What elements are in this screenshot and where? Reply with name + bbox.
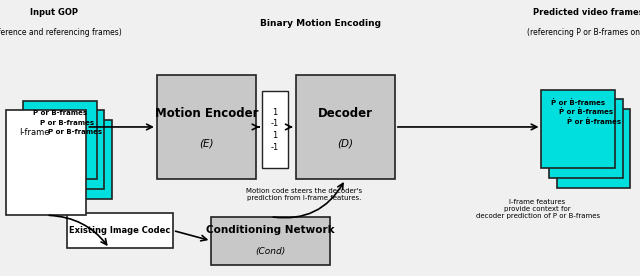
Text: (reference and referencing frames): (reference and referencing frames) xyxy=(0,28,122,37)
Text: Ṗ or Ḃ-frames: Ṗ or Ḃ-frames xyxy=(551,99,605,106)
Text: P or B-frames: P or B-frames xyxy=(48,129,102,136)
Text: Motion Encoder: Motion Encoder xyxy=(155,107,258,120)
Text: Decoder: Decoder xyxy=(318,107,372,120)
Text: I-frame: I-frame xyxy=(19,128,50,137)
Text: Motion code steers the decoder's
prediction from I-frame features.: Motion code steers the decoder's predict… xyxy=(246,188,362,201)
Bar xyxy=(211,217,330,265)
Text: (Cond): (Cond) xyxy=(255,247,285,256)
Text: I-frame features
provide context for
decoder prediction of P or B-frames: I-frame features provide context for dec… xyxy=(476,199,600,219)
Text: Input GOP: Input GOP xyxy=(31,8,79,17)
Text: (referencing P or B-frames only): (referencing P or B-frames only) xyxy=(527,28,640,37)
Bar xyxy=(6,110,86,215)
Bar xyxy=(541,90,615,168)
Text: Conditioning Network: Conditioning Network xyxy=(206,225,335,235)
Text: Binary Motion Encoding: Binary Motion Encoding xyxy=(259,19,381,28)
Bar xyxy=(67,213,173,248)
Bar xyxy=(262,91,288,168)
Text: Ṗ or Ḃ-frames: Ṗ or Ḃ-frames xyxy=(559,108,613,115)
Bar xyxy=(549,99,623,178)
Text: Existing Image Codec: Existing Image Codec xyxy=(69,226,171,235)
Bar xyxy=(557,109,630,188)
Text: Predicted video frames: Predicted video frames xyxy=(534,8,640,17)
Bar xyxy=(31,110,104,189)
Text: Ṗ or Ḃ-frames: Ṗ or Ḃ-frames xyxy=(566,118,621,125)
Bar xyxy=(23,101,97,179)
Text: (D): (D) xyxy=(337,139,353,148)
Text: P or B-frames: P or B-frames xyxy=(40,120,95,126)
Text: (E): (E) xyxy=(199,139,214,148)
Text: P or B-frames: P or B-frames xyxy=(33,110,87,116)
Bar xyxy=(296,75,395,179)
Bar xyxy=(38,120,112,199)
Bar xyxy=(157,75,256,179)
Text: 1
-1
1
-1: 1 -1 1 -1 xyxy=(271,108,279,152)
